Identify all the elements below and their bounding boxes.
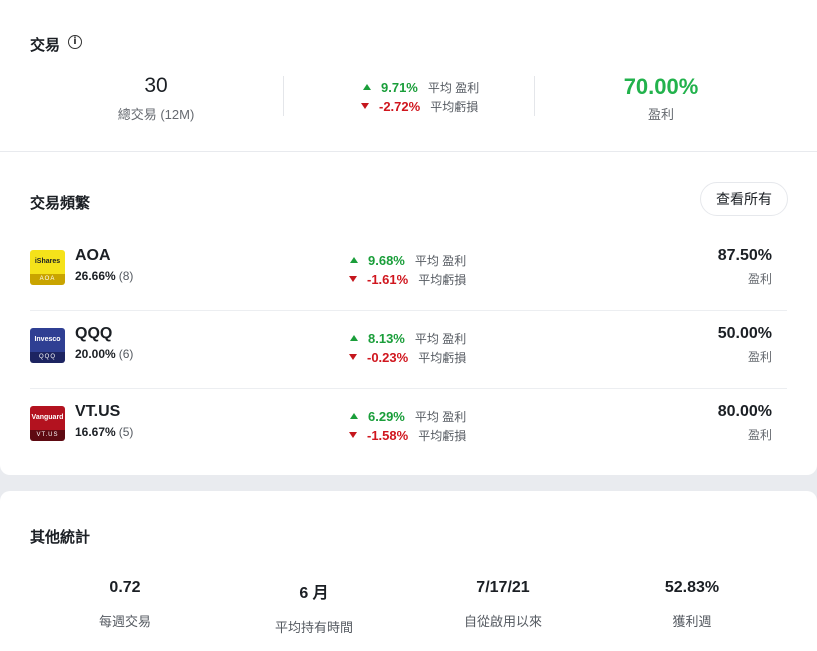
logo-brand: Invesco <box>30 328 65 352</box>
arrow-down-icon <box>349 354 357 360</box>
row-profit-label: 平均 盈利 <box>414 253 467 268</box>
arrow-down-icon <box>361 103 369 109</box>
row-profit-value: 9.68% <box>368 252 405 268</box>
row-avg-loss: -1.58% 平均虧損 <box>349 427 466 443</box>
arrow-down-icon <box>349 276 357 282</box>
share-percent: 20.00% <box>75 347 116 361</box>
avg-loss-label: 平均虧損 <box>430 99 479 114</box>
summary-divider <box>534 76 535 116</box>
row-loss-value: -0.23% <box>367 349 409 365</box>
frequent-title: 交易頻繁 <box>30 195 91 212</box>
avg-loss-value: -2.72% <box>379 98 421 114</box>
logo-ticker: QQQ <box>30 352 65 363</box>
row-divider <box>30 388 787 389</box>
row-divider <box>30 310 787 311</box>
row-avg-profit: 6.29% 平均 盈利 <box>350 408 466 424</box>
row-avg-loss: -0.23% 平均虧損 <box>349 349 466 365</box>
row-win-rate: 87.50% <box>717 247 772 264</box>
logo-ticker: VT.US <box>30 430 65 441</box>
instrument-logo: iShares AOA <box>30 250 65 285</box>
frequent-row[interactable]: Vanguard VT.US VT.US 16.67% (5) 6.29% 平均 盈利 -1.… <box>30 388 787 466</box>
row-profit-label: 平均 盈利 <box>414 409 467 424</box>
stat-value: 6 月 <box>299 585 329 602</box>
stat-value: 52.83% <box>664 579 720 596</box>
row-profit-label: 平均 盈利 <box>414 331 467 346</box>
trade-count: (6) <box>118 347 134 361</box>
row-loss-value: -1.61% <box>367 271 409 287</box>
row-avg-profit: 8.13% 平均 盈利 <box>350 330 466 346</box>
instrument-share: 26.66% (8) <box>75 269 133 283</box>
row-loss-label: 平均虧損 <box>418 272 467 287</box>
view-all-button[interactable]: 查看所有 <box>700 182 788 216</box>
stat-value: 0.72 <box>109 579 141 596</box>
avg-profit-label: 平均 盈利 <box>427 80 480 95</box>
stat-since-activation: 7/17/21 自從啟用以來 <box>403 579 603 630</box>
stat-avg-hold-time: 6 月 平均持有時間 <box>214 579 414 636</box>
arrow-up-icon <box>363 84 371 90</box>
info-icon[interactable]: i <box>68 35 82 49</box>
arrow-up-icon <box>350 413 358 419</box>
summary-divider <box>283 76 284 116</box>
row-avg-loss: -1.61% 平均虧損 <box>349 271 466 287</box>
instrument-logo: Vanguard VT.US <box>30 406 65 441</box>
summary-avg-profit: 9.71% 平均 盈利 <box>363 79 479 95</box>
row-profit-value: 6.29% <box>368 408 405 424</box>
stat-label: 獲利週 <box>672 614 712 629</box>
stat-label: 自從啟用以來 <box>463 614 542 629</box>
share-percent: 16.67% <box>75 425 116 439</box>
arrow-up-icon <box>350 335 358 341</box>
total-trades-label: 總交易 (12M) <box>117 107 195 122</box>
row-win-rate: 80.00% <box>717 403 772 420</box>
stat-value: 7/17/21 <box>476 579 530 596</box>
row-avg-profit: 9.68% 平均 盈利 <box>350 252 466 268</box>
frequent-row[interactable]: iShares AOA AOA 26.66% (8) 9.68% 平均 盈利 -1.61% 平均… <box>30 232 787 310</box>
arrow-down-icon <box>349 432 357 438</box>
stat-weekly-trades: 0.72 每週交易 <box>25 579 225 630</box>
stat-label: 平均持有時間 <box>274 620 353 635</box>
row-loss-label: 平均虧損 <box>418 350 467 365</box>
win-rate-label: 盈利 <box>647 107 674 122</box>
trading-title: 交易 <box>30 37 61 54</box>
row-loss-label: 平均虧損 <box>418 428 467 443</box>
logo-ticker: AOA <box>30 274 65 285</box>
instrument-symbol: QQQ <box>75 325 113 342</box>
logo-brand: Vanguard <box>30 406 65 430</box>
instrument-logo: Invesco QQQ <box>30 328 65 363</box>
avg-profit-value: 9.71% <box>381 79 418 95</box>
other-stats-title: 其他統計 <box>30 529 91 546</box>
row-win-label: 盈利 <box>747 350 772 364</box>
instrument-share: 16.67% (5) <box>75 425 133 439</box>
row-loss-value: -1.58% <box>367 427 409 443</box>
row-profit-value: 8.13% <box>368 330 405 346</box>
stat-profitable-weeks: 52.83% 獲利週 <box>592 579 792 630</box>
logo-brand: iShares <box>30 250 65 274</box>
row-win-rate: 50.00% <box>717 325 772 342</box>
trade-count: (5) <box>118 425 134 439</box>
frequent-row[interactable]: Invesco QQQ QQQ 20.00% (6) 8.13% 平均 盈利 -0.23% 平均… <box>30 310 787 388</box>
arrow-up-icon <box>350 257 358 263</box>
section-divider <box>0 151 817 152</box>
summary-avg-loss: -2.72% 平均虧損 <box>361 98 478 114</box>
trading-card: 交易 i 30 總交易 (12M) 9.71% 平均 盈利 -2.72% 平均虧… <box>0 0 817 475</box>
instrument-share: 20.00% (6) <box>75 347 133 361</box>
share-percent: 26.66% <box>75 269 116 283</box>
row-win-label: 盈利 <box>747 428 772 442</box>
stat-label: 每週交易 <box>98 614 151 629</box>
other-stats-card <box>0 491 817 651</box>
row-win-label: 盈利 <box>747 272 772 286</box>
total-trades-value: 30 <box>144 74 168 97</box>
trade-count: (8) <box>118 269 134 283</box>
instrument-symbol: VT.US <box>75 403 121 420</box>
instrument-symbol: AOA <box>75 247 111 264</box>
win-rate-value: 70.00% <box>623 74 699 99</box>
